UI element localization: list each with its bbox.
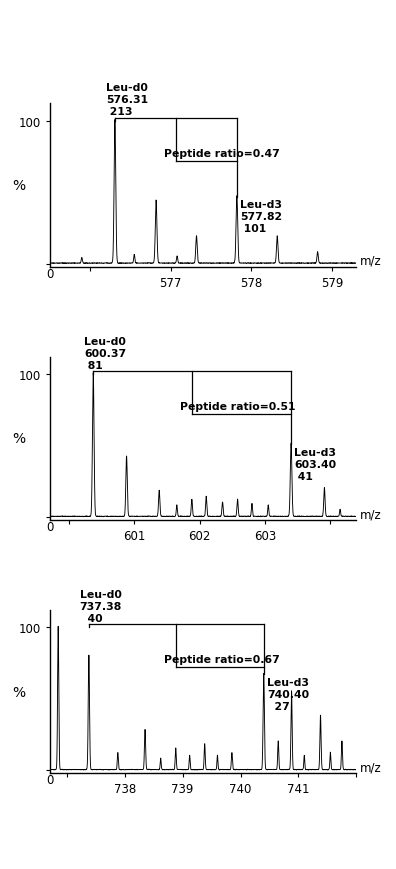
Text: Leu-d0
737.38
  40: Leu-d0 737.38 40 (80, 589, 122, 623)
Text: 0: 0 (46, 773, 53, 786)
Text: 0: 0 (46, 268, 53, 281)
Text: Leu-d3
577.82
 101: Leu-d3 577.82 101 (240, 200, 282, 234)
Y-axis label: %: % (12, 685, 25, 699)
Text: m/z: m/z (360, 760, 381, 773)
Text: Leu-d0
600.37
 81: Leu-d0 600.37 81 (84, 336, 126, 370)
Text: Peptide ratio=0.51: Peptide ratio=0.51 (180, 401, 295, 412)
Text: Peptide ratio=0.47: Peptide ratio=0.47 (164, 149, 279, 159)
Text: m/z: m/z (360, 507, 381, 521)
Y-axis label: %: % (12, 179, 25, 193)
Y-axis label: %: % (12, 432, 25, 446)
Text: Leu-d3
740.40
  27: Leu-d3 740.40 27 (267, 678, 309, 712)
Text: 0: 0 (46, 521, 53, 534)
Text: m/z: m/z (360, 255, 381, 268)
Text: Leu-d3
603.40
 41: Leu-d3 603.40 41 (294, 448, 336, 481)
Text: Peptide ratio=0.67: Peptide ratio=0.67 (164, 654, 280, 665)
Text: Leu-d0
576.31
 213: Leu-d0 576.31 213 (106, 83, 148, 117)
